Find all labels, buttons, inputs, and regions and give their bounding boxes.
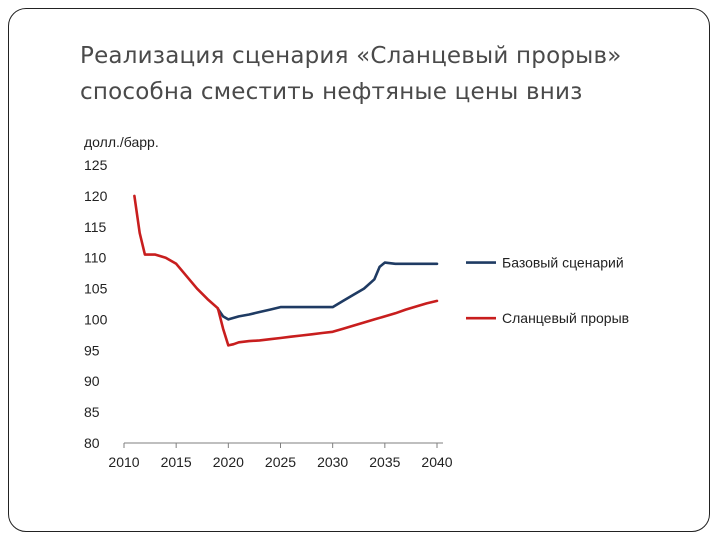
y-tick-label: 85 [84,404,100,420]
y-tick-label: 80 [84,435,100,451]
x-tick-label: 2015 [161,454,192,470]
x-tick-label: 2030 [317,454,348,470]
series-line-0 [216,261,439,321]
legend-label-0: Базовый сценарий [502,255,624,271]
legend-label-1: Сланцевый прорыв [502,310,629,326]
y-tick-label: 125 [84,157,108,173]
x-tick-label: 2025 [265,454,296,470]
series-line-1 [133,194,439,347]
y-tick-label: 95 [84,342,100,358]
slide-title: Реализация сценария «Сланцевый прорыв» с… [80,38,680,110]
x-tick-label: 2010 [108,454,139,470]
y-tick-label: 120 [84,188,108,204]
x-tick-label: 2035 [369,454,400,470]
x-tick-label: 2040 [421,454,452,470]
chart-series [133,194,439,347]
x-tick-label: 2020 [213,454,244,470]
slide-title-line2: способна сместить нефтяные цены вниз [80,79,583,105]
chart-legend: Базовый сценарий Сланцевый прорыв [466,255,629,326]
y-tick-label: 100 [84,311,108,327]
y-tick-label: 90 [84,373,100,389]
y-tick-label: 115 [84,219,107,235]
slide-frame [8,8,710,532]
y-tick-label: 105 [84,281,108,297]
slide-title-line1: Реализация сценария «Сланцевый прорыв» [80,43,622,69]
y-axis-unit-label: долл./барр. [84,134,159,150]
chart-axes: 2010 2015 2020 2025 2030 2035 2040 125 120 115 110… [84,157,453,470]
y-tick-label: 110 [84,250,107,266]
